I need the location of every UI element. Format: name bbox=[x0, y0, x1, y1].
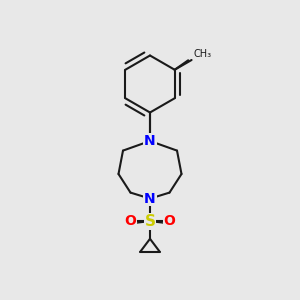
Text: N: N bbox=[144, 136, 156, 149]
Text: N: N bbox=[144, 134, 156, 148]
Text: S: S bbox=[145, 214, 155, 229]
Text: O: O bbox=[124, 214, 136, 228]
Text: N: N bbox=[144, 192, 156, 206]
Text: CH₃: CH₃ bbox=[193, 49, 211, 58]
Text: N: N bbox=[144, 192, 156, 206]
Text: N: N bbox=[144, 134, 156, 148]
Text: O: O bbox=[164, 214, 175, 228]
